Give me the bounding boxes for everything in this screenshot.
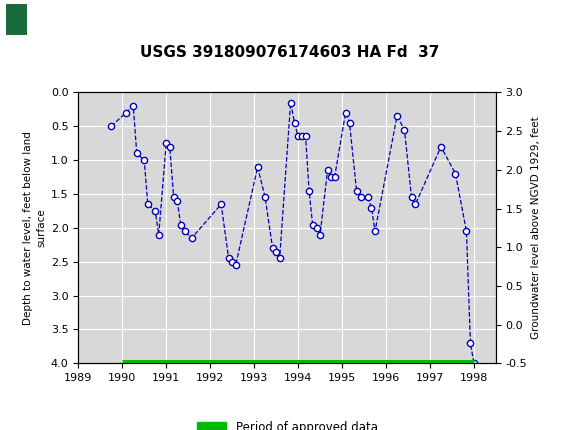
Y-axis label: Depth to water level, feet below land
surface: Depth to water level, feet below land su… (23, 131, 46, 325)
Text: USGS: USGS (61, 12, 108, 27)
Bar (6, 4, 27, 35)
Text: USGS 391809076174603 HA Fd  37: USGS 391809076174603 HA Fd 37 (140, 45, 440, 60)
Bar (6, 4, 52, 35)
Y-axis label: Groundwater level above NGVD 1929, feet: Groundwater level above NGVD 1929, feet (531, 117, 541, 339)
Legend: Period of approved data: Period of approved data (192, 416, 382, 430)
